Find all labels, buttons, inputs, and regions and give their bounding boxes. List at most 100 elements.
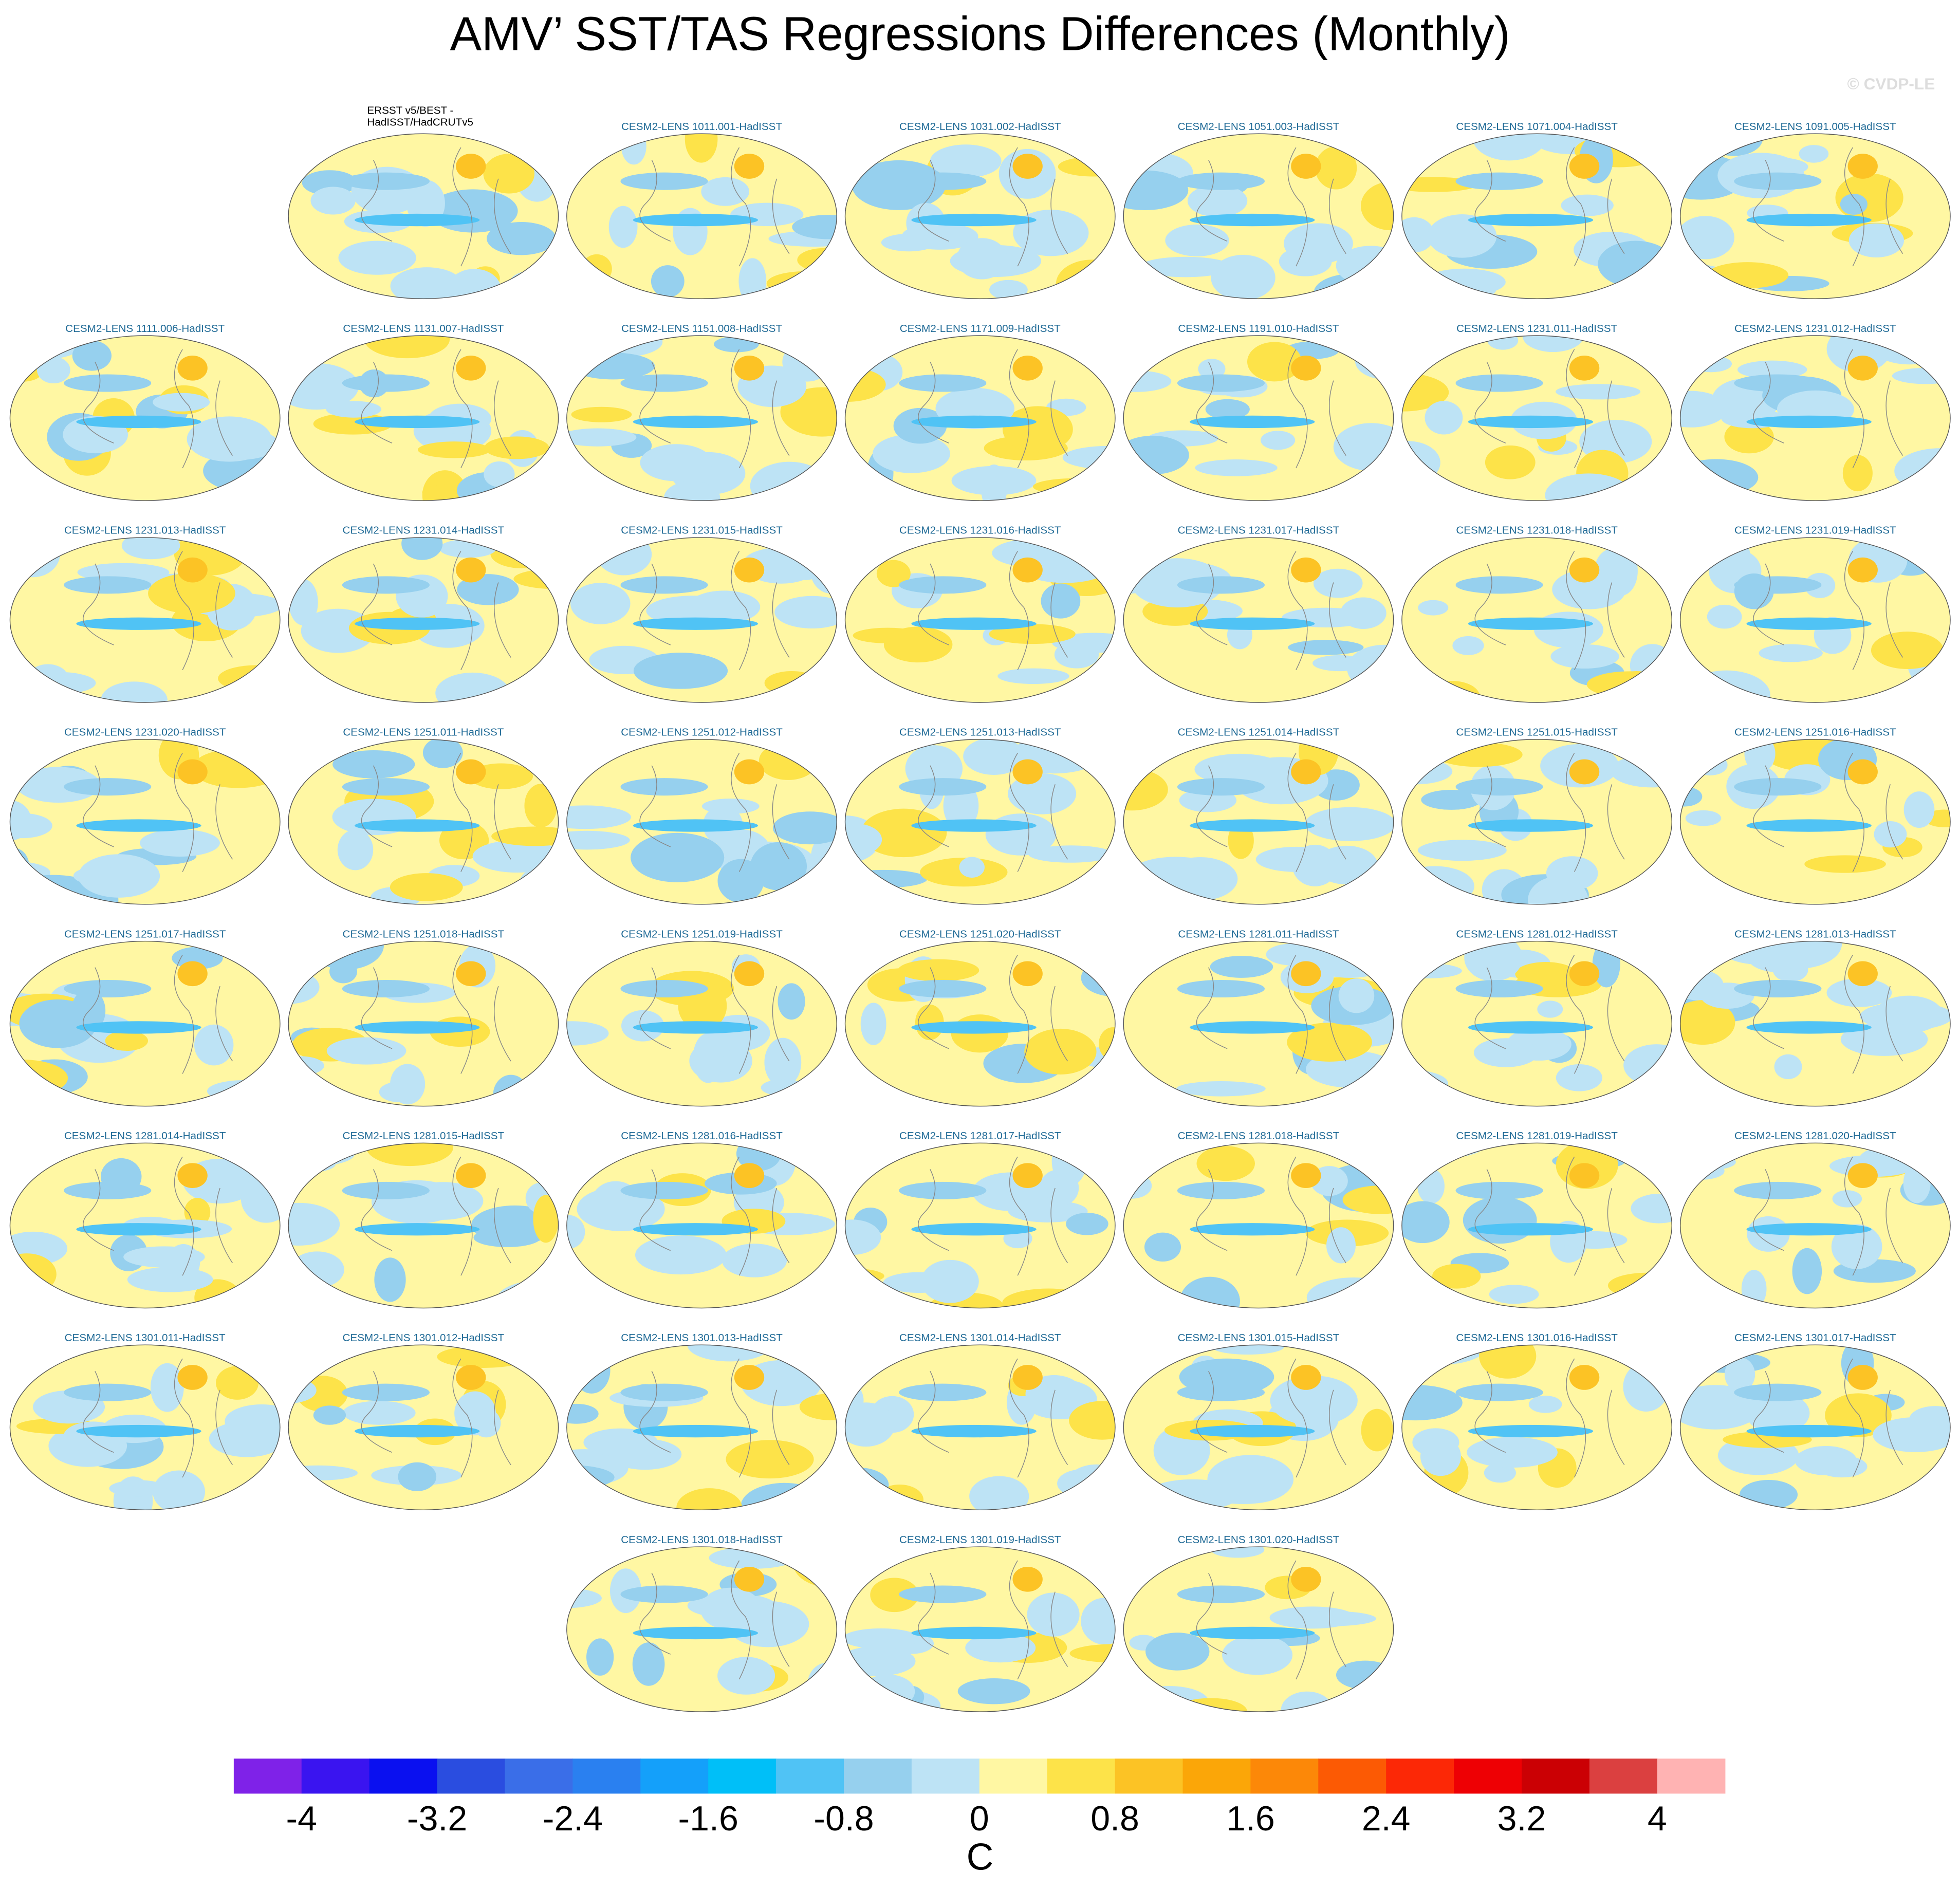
map-blob bbox=[487, 222, 557, 255]
map-border bbox=[1679, 940, 1951, 1107]
map-band bbox=[342, 576, 430, 594]
panel-title: CESM2-LENS 1301.016-HadISST bbox=[1456, 1332, 1618, 1344]
map bbox=[1680, 1345, 1951, 1510]
map-blob bbox=[1792, 1248, 1822, 1294]
panel-title: CESM2-LENS 1131.007-HadISST bbox=[343, 323, 504, 335]
map-blob bbox=[288, 1202, 340, 1246]
map-blob bbox=[1484, 1463, 1516, 1483]
map-blob bbox=[989, 280, 1028, 299]
panel-title: CESM2-LENS 1251.013-HadISST bbox=[899, 726, 1061, 738]
panel-title: CESM2-LENS 1281.017-HadISST bbox=[899, 1130, 1061, 1142]
credit: © CVDP-LE bbox=[1847, 75, 1935, 93]
map-band bbox=[620, 576, 708, 594]
map-blob bbox=[1527, 876, 1588, 904]
map-band bbox=[76, 1223, 201, 1236]
map-band bbox=[633, 1021, 759, 1034]
map-spot bbox=[1569, 1163, 1600, 1188]
map-blob bbox=[566, 1215, 585, 1249]
map-band bbox=[1734, 778, 1822, 796]
map-spot bbox=[1012, 1566, 1043, 1592]
map bbox=[1401, 134, 1672, 299]
map-band bbox=[1177, 778, 1265, 796]
map-border bbox=[288, 1344, 559, 1511]
map-spot bbox=[1847, 961, 1878, 987]
colorbar-tick-label: -4 bbox=[286, 1799, 317, 1838]
colorbar-box bbox=[1182, 1758, 1251, 1794]
coastline bbox=[639, 1358, 790, 1478]
map-blob bbox=[921, 1259, 979, 1303]
colorbar-tick-label: 0 bbox=[970, 1799, 989, 1838]
panel-title: CESM2-LENS 1301.014-HadISST bbox=[899, 1332, 1061, 1344]
map-blob bbox=[1401, 1385, 1463, 1421]
map-spot bbox=[734, 1365, 765, 1390]
map-band bbox=[633, 1626, 759, 1640]
map bbox=[566, 739, 837, 904]
map-spot bbox=[1291, 1163, 1321, 1188]
map-blob bbox=[959, 857, 985, 878]
map-blob bbox=[337, 829, 374, 870]
map-band bbox=[76, 819, 201, 832]
map-spot bbox=[177, 557, 208, 583]
panel-title: ERSST v5/BEST -HadISST/HadCRUTv5 bbox=[367, 104, 473, 128]
map-blob bbox=[379, 1082, 420, 1103]
map-spot bbox=[1012, 154, 1043, 179]
map-band bbox=[899, 979, 987, 998]
map-band bbox=[620, 778, 708, 796]
map-blob bbox=[631, 832, 725, 882]
map-blob bbox=[799, 1393, 837, 1420]
coastline bbox=[1474, 1156, 1625, 1276]
map-blob bbox=[701, 799, 760, 814]
map-blob bbox=[1489, 1285, 1539, 1304]
coastline bbox=[1474, 551, 1625, 671]
map-spot bbox=[1012, 759, 1043, 785]
map-border bbox=[1123, 1142, 1394, 1309]
map-band bbox=[1455, 979, 1543, 998]
coastline bbox=[918, 551, 1068, 671]
map-border bbox=[1401, 133, 1673, 300]
map-band bbox=[899, 1181, 987, 1199]
map-blob bbox=[1081, 1598, 1115, 1645]
map-band bbox=[1190, 1021, 1315, 1034]
map-band bbox=[633, 1223, 759, 1236]
map-blob bbox=[956, 238, 1007, 280]
map-border bbox=[1123, 940, 1394, 1107]
map-blob bbox=[1831, 1224, 1882, 1269]
colorbar-box bbox=[1386, 1758, 1454, 1794]
map-blob bbox=[693, 1033, 724, 1083]
map-blob bbox=[1340, 597, 1386, 629]
map-band bbox=[633, 617, 759, 630]
map-band bbox=[76, 617, 201, 630]
map-blob bbox=[586, 1638, 614, 1676]
map-blob bbox=[10, 813, 52, 839]
map-blob bbox=[1842, 455, 1873, 492]
map-band bbox=[1468, 1021, 1594, 1034]
coastline bbox=[639, 1560, 790, 1680]
map-border bbox=[1679, 1344, 1951, 1511]
map-spot bbox=[1569, 154, 1600, 179]
map-blob bbox=[435, 672, 510, 702]
panel-title: CESM2-LENS 1231.012-HadISST bbox=[1734, 323, 1896, 335]
panel-title: CESM2-LENS 1301.017-HadISST bbox=[1734, 1332, 1896, 1344]
map-blob bbox=[1804, 855, 1886, 873]
map-blob bbox=[845, 823, 882, 856]
map-blob bbox=[1145, 1633, 1210, 1671]
map-spot bbox=[1291, 1566, 1321, 1592]
map-band bbox=[1455, 576, 1543, 594]
map bbox=[566, 1143, 837, 1308]
map-blob bbox=[1515, 962, 1577, 986]
map-blob bbox=[1196, 1146, 1255, 1181]
map-border bbox=[566, 537, 837, 703]
map-blob bbox=[1848, 223, 1904, 258]
map-band bbox=[899, 576, 987, 594]
map-blob bbox=[1751, 941, 1842, 969]
panel-title: CESM2-LENS 1231.016-HadISST bbox=[899, 525, 1061, 536]
colorbar-tick-label: 4 bbox=[1648, 1799, 1667, 1838]
map-band bbox=[633, 1424, 759, 1438]
coastline bbox=[1474, 753, 1625, 872]
coastline bbox=[83, 551, 233, 671]
map-band bbox=[1455, 172, 1543, 190]
map-border bbox=[566, 1142, 837, 1309]
map-blob bbox=[1556, 384, 1641, 400]
map-blob bbox=[632, 1642, 665, 1686]
